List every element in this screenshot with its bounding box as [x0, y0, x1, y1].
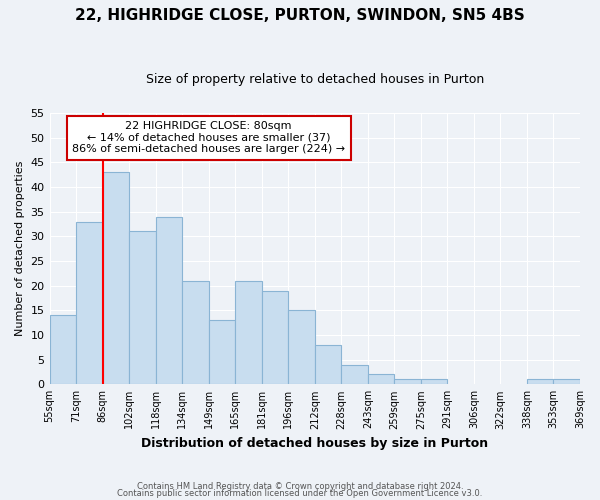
Bar [129, 232, 155, 384]
Y-axis label: Number of detached properties: Number of detached properties [15, 161, 25, 336]
Bar [315, 345, 341, 385]
Bar [368, 374, 394, 384]
Bar [527, 380, 553, 384]
Bar [553, 380, 580, 384]
X-axis label: Distribution of detached houses by size in Purton: Distribution of detached houses by size … [141, 437, 488, 450]
Text: 22 HIGHRIDGE CLOSE: 80sqm
← 14% of detached houses are smaller (37)
86% of semi-: 22 HIGHRIDGE CLOSE: 80sqm ← 14% of detac… [72, 121, 345, 154]
Bar [262, 290, 288, 384]
Bar [288, 310, 315, 384]
Text: Contains HM Land Registry data © Crown copyright and database right 2024.: Contains HM Land Registry data © Crown c… [137, 482, 463, 491]
Bar [421, 380, 448, 384]
Bar [182, 280, 209, 384]
Bar [341, 364, 368, 384]
Bar [394, 380, 421, 384]
Bar [209, 320, 235, 384]
Title: Size of property relative to detached houses in Purton: Size of property relative to detached ho… [146, 72, 484, 86]
Text: Contains public sector information licensed under the Open Government Licence v3: Contains public sector information licen… [118, 489, 482, 498]
Bar [76, 222, 103, 384]
Bar [50, 316, 76, 384]
Text: 22, HIGHRIDGE CLOSE, PURTON, SWINDON, SN5 4BS: 22, HIGHRIDGE CLOSE, PURTON, SWINDON, SN… [75, 8, 525, 22]
Bar [235, 280, 262, 384]
Bar [155, 216, 182, 384]
Bar [103, 172, 129, 384]
